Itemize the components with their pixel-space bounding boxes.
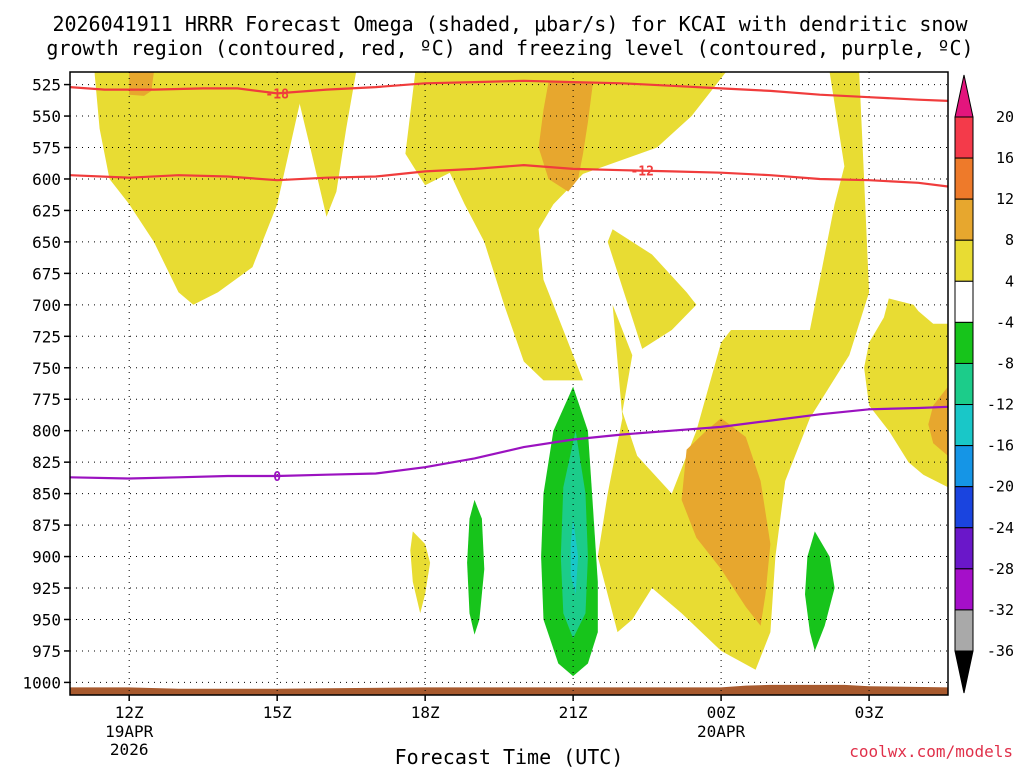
omega-shading bbox=[94, 72, 948, 677]
colorbar-label-7: -12 bbox=[987, 396, 1014, 414]
plot-frame bbox=[69, 71, 949, 696]
colorbar-swatch-10 bbox=[954, 527, 974, 570]
colorbar-swatch-0 bbox=[954, 116, 974, 159]
y-tick-label-850: 850 bbox=[32, 485, 61, 504]
contour-line-0 bbox=[70, 405, 948, 480]
y-axis-ticks: 525 550 575 600 625 650 675 700 725 750 775 800 825 8… bbox=[22, 76, 70, 692]
y-tick-label-875: 875 bbox=[32, 516, 61, 535]
y-tick-label-900: 900 bbox=[32, 548, 61, 567]
x-tick-label-00Z: 00Z bbox=[707, 703, 736, 722]
x-tick-date-00Z: 20APR bbox=[697, 722, 746, 741]
x-tick-label-12Z: 12Z bbox=[115, 703, 144, 722]
x-tick-year-12Z: 2026 bbox=[110, 740, 149, 759]
x-tick-date-12Z: 19APR bbox=[105, 722, 154, 741]
colorbar-label-3: 8 bbox=[1005, 231, 1014, 249]
colorbar-label-11: -28 bbox=[987, 560, 1014, 578]
colorbar-label-5: -4 bbox=[996, 313, 1014, 331]
omega-region-3 bbox=[607, 229, 697, 349]
contour-line--18 bbox=[70, 79, 948, 102]
y-tick-label-575: 575 bbox=[32, 139, 61, 158]
y-tick-label-550: 550 bbox=[32, 107, 61, 126]
y-tick-label-1000: 1000 bbox=[22, 673, 61, 692]
y-tick-label-725: 725 bbox=[32, 327, 61, 346]
y-tick-label-825: 825 bbox=[32, 453, 61, 472]
colorbar: 20 16 12 8 4 -4 -8 -12 -16 -20 -24 -28 -32 -36 bbox=[954, 74, 1014, 694]
x-axis-label: Forecast Time (UTC) bbox=[395, 745, 624, 768]
x-tick-label-15Z: 15Z bbox=[263, 703, 292, 722]
y-tick-label-975: 975 bbox=[32, 642, 61, 661]
omega-region-1 bbox=[292, 72, 357, 217]
omega-region-8 bbox=[538, 82, 593, 192]
y-tick-label-675: 675 bbox=[32, 264, 61, 283]
temperature-contours: -18 -12 0 bbox=[70, 79, 948, 485]
colorbar-top-arrow bbox=[954, 74, 974, 118]
colorbar-swatch-5 bbox=[954, 321, 974, 364]
colorbar-swatch-9 bbox=[954, 486, 974, 529]
x-tick-label-21Z: 21Z bbox=[559, 703, 588, 722]
y-tick-label-600: 600 bbox=[32, 170, 61, 189]
colorbar-label-13: -36 bbox=[987, 642, 1014, 660]
omega-region-9 bbox=[681, 418, 771, 626]
colorbar-label-2: 12 bbox=[996, 190, 1014, 208]
colorbar-label-12: -32 bbox=[987, 601, 1014, 619]
y-tick-label-700: 700 bbox=[32, 296, 61, 315]
colorbar-label-10: -24 bbox=[987, 519, 1014, 537]
y-tick-label-800: 800 bbox=[32, 422, 61, 441]
omega-region-2 bbox=[405, 72, 726, 381]
colorbar-swatch-3 bbox=[954, 239, 974, 282]
colorbar-label-0: 20 bbox=[996, 108, 1014, 126]
colorbar-label-1: 16 bbox=[996, 149, 1014, 167]
colorbar-label-8: -16 bbox=[987, 437, 1014, 455]
y-tick-label-925: 925 bbox=[32, 579, 61, 598]
colorbar-swatch-6 bbox=[954, 362, 974, 406]
y-tick-label-525: 525 bbox=[32, 76, 61, 95]
omega-region-4 bbox=[597, 72, 870, 670]
y-tick-label-650: 650 bbox=[32, 233, 61, 252]
colorbar-bottom-arrow bbox=[954, 650, 974, 694]
omega-region-0 bbox=[94, 72, 307, 305]
y-tick-label-775: 775 bbox=[32, 390, 61, 409]
credit-text: coolwx.com/models bbox=[849, 742, 1013, 761]
colorbar-swatch-7 bbox=[954, 404, 974, 447]
contour-label-0: 0 bbox=[273, 470, 281, 485]
colorbar-swatch-11 bbox=[954, 568, 974, 611]
colorbar-label-6: -8 bbox=[996, 354, 1014, 372]
colorbar-label-9: -20 bbox=[987, 478, 1014, 496]
x-tick-label-03Z: 03Z bbox=[855, 703, 884, 722]
terrain-layer bbox=[70, 684, 948, 695]
colorbar-label-4: 4 bbox=[1005, 272, 1014, 290]
colorbar-swatch-2 bbox=[954, 198, 974, 241]
colorbar-swatch-1 bbox=[954, 157, 974, 200]
x-tick-label-18Z: 18Z bbox=[411, 703, 440, 722]
omega-region-10 bbox=[928, 386, 948, 456]
y-tick-label-625: 625 bbox=[32, 201, 61, 220]
omega-region-12 bbox=[467, 499, 485, 635]
omega-region-6 bbox=[864, 298, 948, 488]
y-tick-label-950: 950 bbox=[32, 610, 61, 629]
contour-label--12: -12 bbox=[630, 165, 653, 180]
chart-title-line-2: growth region (contoured, red, ºC) and f… bbox=[46, 36, 973, 60]
colorbar-swatch-12 bbox=[954, 609, 974, 652]
terrain-fill bbox=[70, 684, 948, 695]
colorbar-swatch-4 bbox=[954, 280, 974, 323]
contour-line--12 bbox=[70, 163, 948, 188]
omega-region-13 bbox=[805, 531, 835, 651]
y-tick-label-750: 750 bbox=[32, 359, 61, 378]
grid bbox=[70, 72, 948, 695]
contour-label--18: -18 bbox=[265, 87, 289, 102]
omega-region-5 bbox=[410, 531, 431, 614]
colorbar-swatch-8 bbox=[954, 445, 974, 488]
chart-title-line-1: 2026041911 HRRR Forecast Omega (shaded, … bbox=[52, 12, 968, 36]
